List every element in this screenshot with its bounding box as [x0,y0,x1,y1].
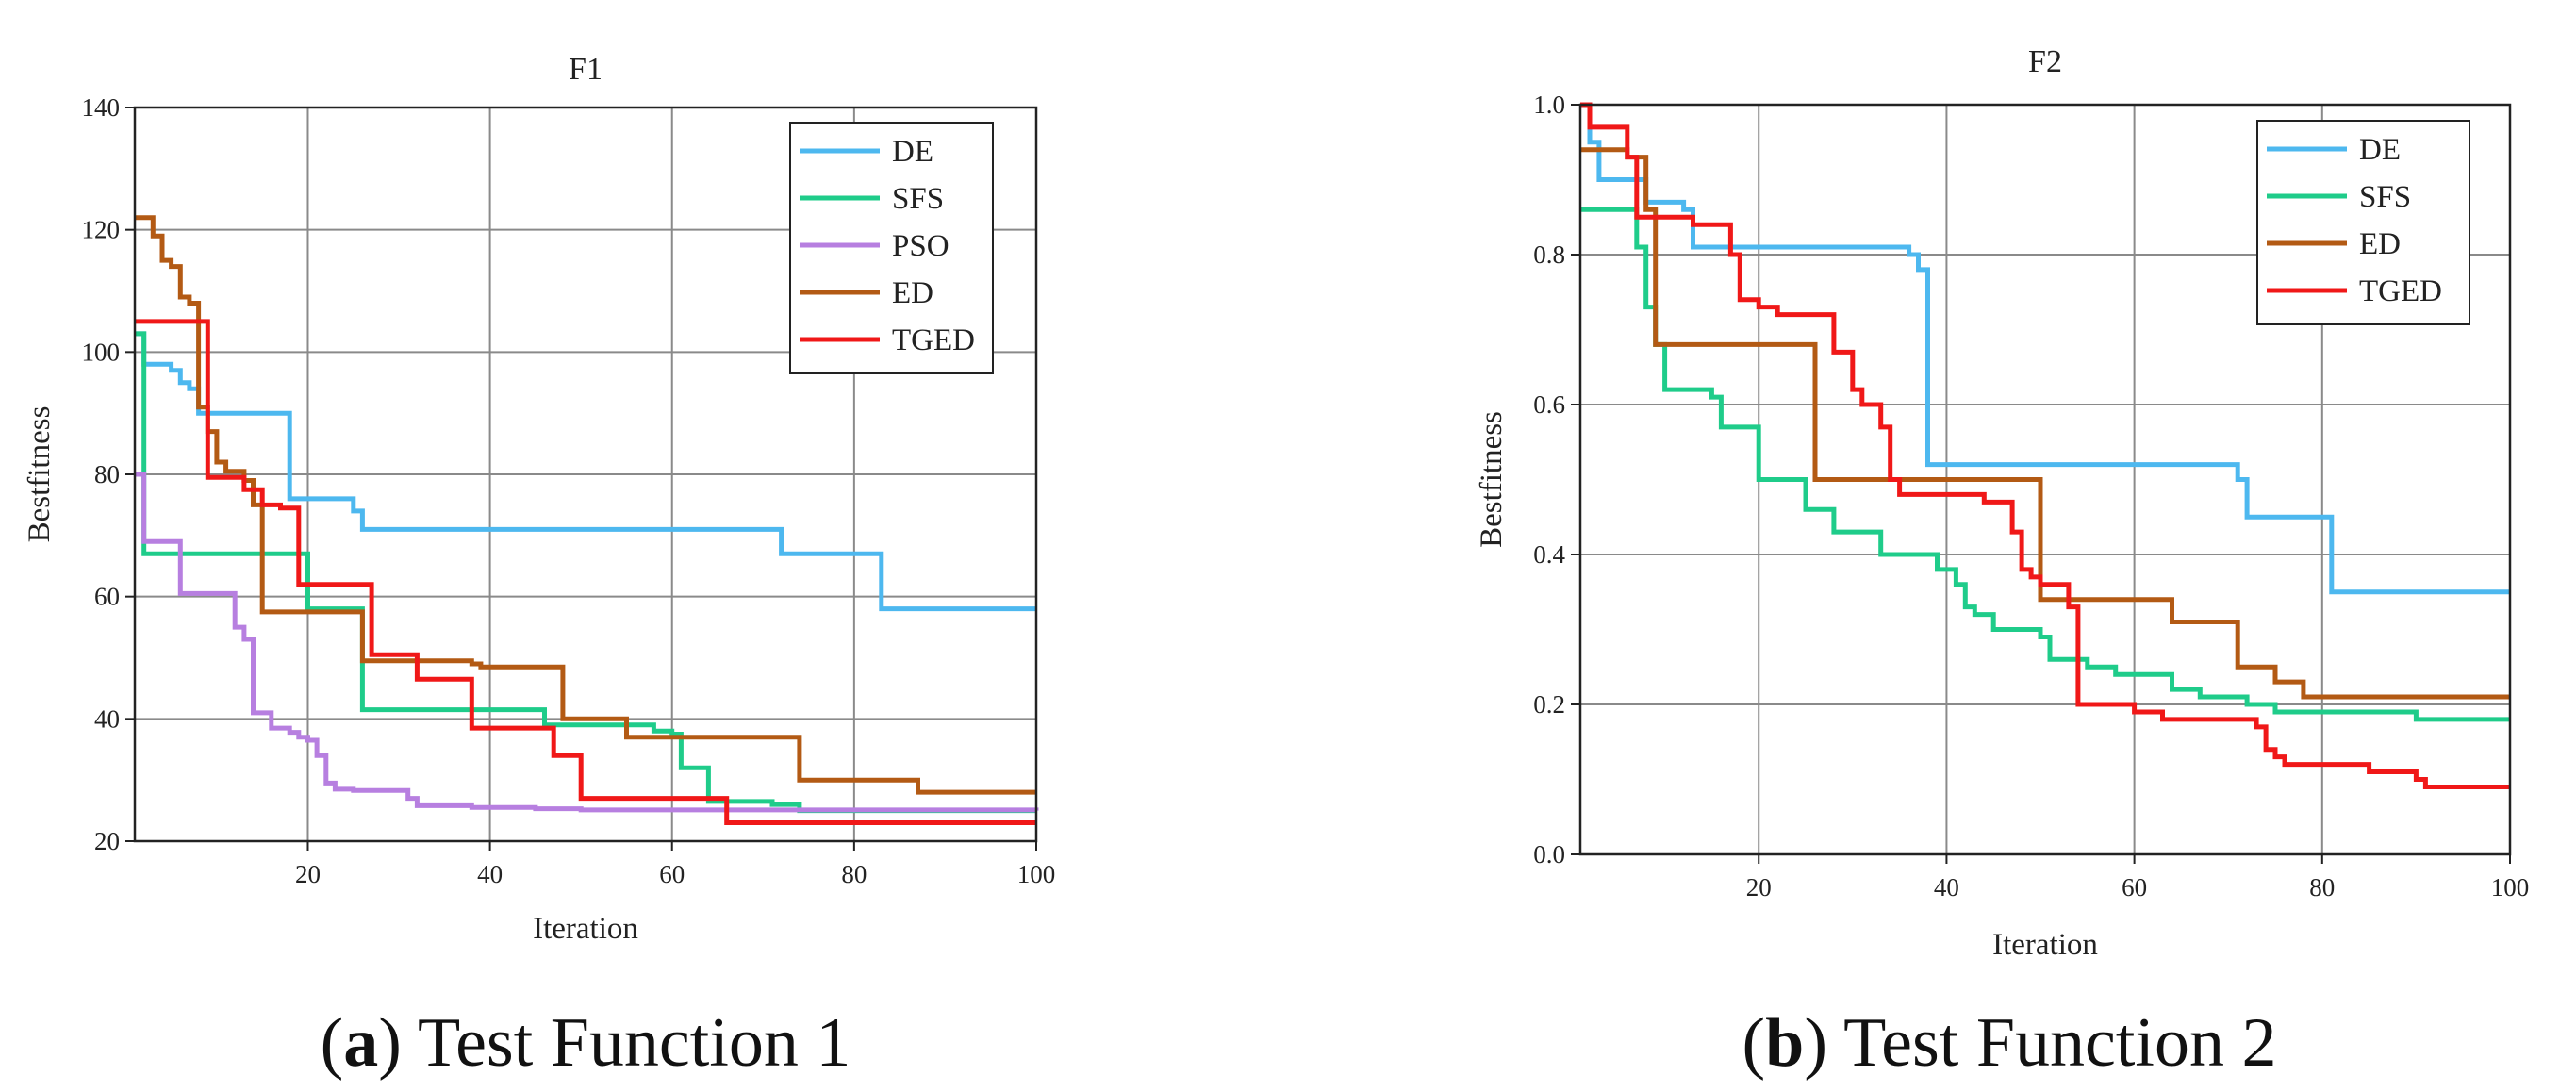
x-axis-label: Iteration [1992,928,2098,962]
legend: DE SFS ED TGED [2256,120,2470,325]
caption-text: ) Test Function 2 [1804,1004,2276,1082]
series-line-pso [135,472,1039,813]
caption-paren-open: ( [321,1004,344,1082]
y-tick-label: 0.0 [1533,840,1565,869]
legend-label-sfs: SFS [2359,180,2411,214]
y-tick-label: 0.2 [1533,690,1565,719]
caption-letter: b [1765,1004,1804,1082]
series-line-de [1580,102,2510,595]
series-line-tged [1580,102,2510,789]
y-tick-label: 120 [82,216,121,244]
legend-box [789,122,994,374]
legend-label-tged: TGED [2359,274,2442,308]
x-tick-label: 40 [477,860,503,888]
legend-label-ed: ED [2359,227,2401,261]
x-tick-label: 100 [1017,860,1056,888]
legend-label-pso: PSO [892,229,949,263]
x-tick-label: 40 [1934,873,1959,902]
x-axis-label: Iteration [533,912,638,946]
caption-text: ) Test Function 1 [378,1004,850,1082]
legend-label-ed: ED [892,276,933,310]
y-axis-label: Bestfitness [23,406,57,543]
panel-caption: (b) Test Function 2 [1742,1004,2277,1082]
series-line-tged [135,319,1036,825]
series-line-sfs [135,331,1036,814]
y-axis-label: Bestfitness [1475,411,1509,548]
y-tick-label: 80 [94,460,120,488]
x-tick-label: 20 [295,860,321,888]
legend-label-de: DE [892,135,933,169]
x-tick-label: 60 [659,860,685,888]
caption-paren-open: ( [1742,1004,1766,1082]
series-line-de [135,331,1036,612]
chart-panel-f2: 20 40 60 80 100 0.0 0.2 0.4 0.6 0.8 1.0 F2 Iteration… [1475,44,2529,1082]
x-tick-label: 80 [2309,873,2335,902]
chart-panel-f1: 20 40 60 80 100 20 40 60 80 100 120 140 F1 Iteration B… [23,52,1055,1082]
series-line-ed [1580,147,2510,700]
y-tick-label: 40 [94,704,120,733]
panel-caption: (a) Test Function 1 [321,1004,851,1082]
x-tick-label: 60 [2122,873,2147,902]
y-tick-label: 140 [82,93,121,122]
legend-box [2256,120,2470,325]
y-tick-label: 100 [82,338,121,366]
series-line-ed [135,215,1036,795]
plot-frame [1578,103,2512,856]
y-tick-label: 0.4 [1533,540,1565,569]
y-tick-label: 20 [94,827,120,855]
y-tick-label: 60 [94,583,120,611]
x-tick-label: 20 [1746,873,1772,902]
y-tick-label: 1.0 [1533,91,1565,119]
chart-title: F2 [2028,44,2062,79]
legend-label-de: DE [2359,133,2401,167]
caption-letter: a [343,1004,378,1082]
x-tick-label: 80 [841,860,867,888]
y-tick-label: 0.8 [1533,240,1565,269]
legend: DE SFS PSO ED TGED [789,122,994,374]
legend-label-tged: TGED [892,323,975,357]
x-tick-label: 100 [2491,873,2530,902]
legend-label-sfs: SFS [892,182,944,216]
series-line-sfs [1580,207,2510,722]
y-tick-label: 0.6 [1533,390,1565,419]
chart-title: F1 [569,52,603,87]
